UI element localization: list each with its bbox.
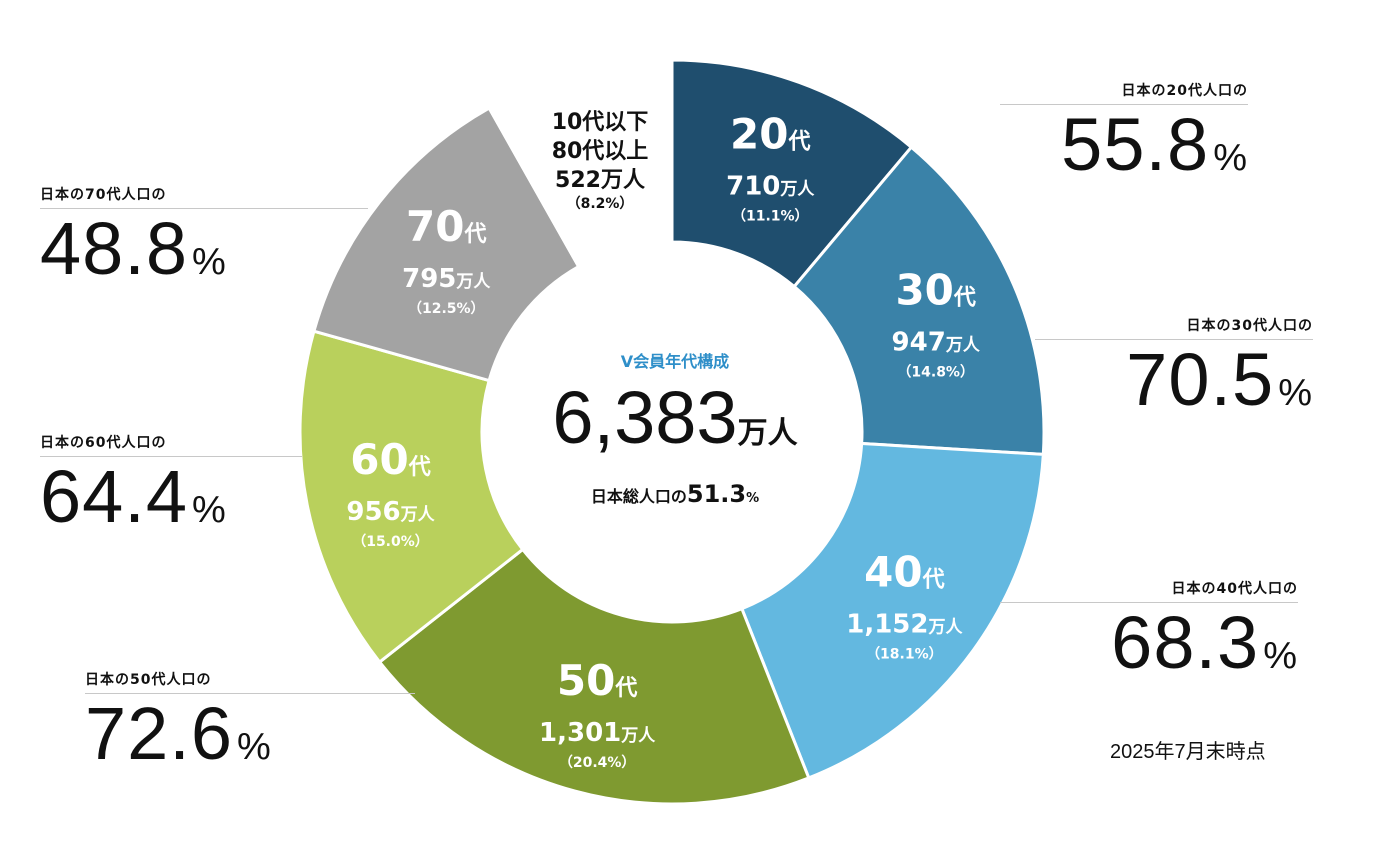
seg-20-label: 20代 710万人 （11.1%）	[726, 109, 815, 224]
seg-40-percent: （18.1%）	[866, 646, 943, 662]
seg-20-value: 710万人	[726, 171, 815, 201]
callout-70s-caption: 日本の70代人口の	[40, 184, 368, 209]
callout-30s-caption: 日本の30代人口の	[1035, 315, 1313, 340]
callout-40s-unit: %	[1263, 635, 1298, 677]
seg-20-age: 20代	[730, 109, 810, 158]
callout-50s-caption: 日本の50代人口の	[85, 669, 415, 694]
callout-50s-value: 72.6%	[85, 694, 415, 787]
seg-30-percent: （14.8%）	[897, 365, 974, 381]
seg-70-percent: （12.5%）	[408, 301, 485, 317]
seg-50-percent: （20.4%）	[559, 755, 636, 771]
seg-30-age: 30代	[895, 266, 975, 315]
center-title: V会員年代構成	[620, 352, 730, 371]
callout-60s-value: 64.4%	[40, 457, 302, 550]
seg-50-age: 50代	[557, 656, 637, 705]
seg-50-label: 50代 1,301万人 （20.4%）	[539, 656, 656, 771]
callout-30s-unit: %	[1278, 372, 1313, 414]
seg-20-slice	[670, 58, 914, 289]
seg-20-percent: （11.1%）	[732, 208, 809, 224]
seg-60-label: 60代 956万人 （15.0%）	[346, 435, 435, 550]
seg-50-value: 1,301万人	[539, 718, 656, 748]
small-segment-line4: （8.2%）	[566, 196, 634, 212]
small-segment-label: 10代以下 80代以上 522万人 （8.2%）	[540, 108, 660, 213]
small-segment-line3: 522万人	[555, 168, 645, 193]
seg-70-age: 70代	[406, 202, 486, 251]
seg-60-percent: （15.0%）	[352, 534, 429, 550]
center-share: 日本総人口の51.3%	[525, 480, 825, 508]
center-total: 6,383万人	[525, 372, 825, 480]
callout-30s-number: 70.5	[1126, 338, 1275, 421]
callout-60s-caption: 日本の60代人口の	[40, 432, 302, 457]
small-segment-line2: 80代以上	[551, 139, 649, 164]
seg-60-slice	[298, 329, 525, 665]
callout-50s: 日本の50代人口の 72.6%	[85, 669, 415, 787]
seg-70-value: 795万人	[402, 264, 491, 294]
seg-30-value: 947万人	[892, 328, 981, 358]
callout-50s-number: 72.6	[85, 692, 234, 775]
seg-60-age: 60代	[350, 435, 430, 484]
seg-30-label: 30代 947万人 （14.8%）	[892, 266, 981, 381]
seg-60-value: 956万人	[346, 497, 435, 527]
callout-70s-value: 48.8%	[40, 209, 368, 302]
callout-60s: 日本の60代人口の 64.4%	[40, 432, 302, 550]
callout-20s-value: 55.8%	[1000, 105, 1248, 198]
seg-30-slice	[792, 145, 1046, 457]
callout-30s: 日本の30代人口の 70.5%	[1035, 315, 1313, 433]
center-total-unit: 万人	[737, 416, 798, 451]
seg-70-label: 70代 795万人 （12.5%）	[402, 202, 491, 317]
callout-20s-number: 55.8	[1061, 103, 1210, 186]
callout-40s: 日本の40代人口の 68.3%	[1000, 578, 1298, 696]
seg-40-value: 1,152万人	[846, 609, 963, 639]
callout-70s: 日本の70代人口の 48.8%	[40, 184, 368, 302]
callout-30s-value: 70.5%	[1035, 340, 1313, 433]
callout-70s-number: 48.8	[40, 207, 189, 290]
callout-70s-unit: %	[192, 241, 227, 283]
callout-40s-value: 68.3%	[1000, 603, 1298, 696]
seg-40-age: 40代	[864, 547, 944, 596]
callout-20s-unit: %	[1213, 137, 1248, 179]
small-segment-line1: 10代以下	[551, 110, 649, 135]
center-share-unit: %	[746, 491, 760, 506]
callout-60s-number: 64.4	[40, 455, 189, 538]
callout-20s: 日本の20代人口の 55.8%	[1000, 80, 1248, 198]
callout-60s-unit: %	[192, 489, 227, 531]
center-share-prefix: 日本総人口の	[590, 487, 687, 506]
center-label: V会員年代構成 6,383万人 日本総人口の51.3%	[525, 348, 825, 508]
center-share-value: 51.3	[686, 480, 747, 508]
callout-50s-unit: %	[237, 726, 272, 768]
seg-other-slice	[487, 58, 674, 269]
seg-40-slice	[739, 441, 1045, 780]
callout-40s-number: 68.3	[1111, 601, 1260, 684]
seg-50-slice	[377, 547, 811, 806]
seg-40-label: 40代 1,152万人 （18.1%）	[846, 547, 963, 662]
as-of-date: 2025年7月末時点	[1110, 741, 1266, 763]
center-total-value: 6,383	[552, 376, 738, 459]
callout-40s-caption: 日本の40代人口の	[1000, 578, 1298, 603]
callout-20s-caption: 日本の20代人口の	[1000, 80, 1248, 105]
seg-70-slice	[312, 105, 581, 383]
